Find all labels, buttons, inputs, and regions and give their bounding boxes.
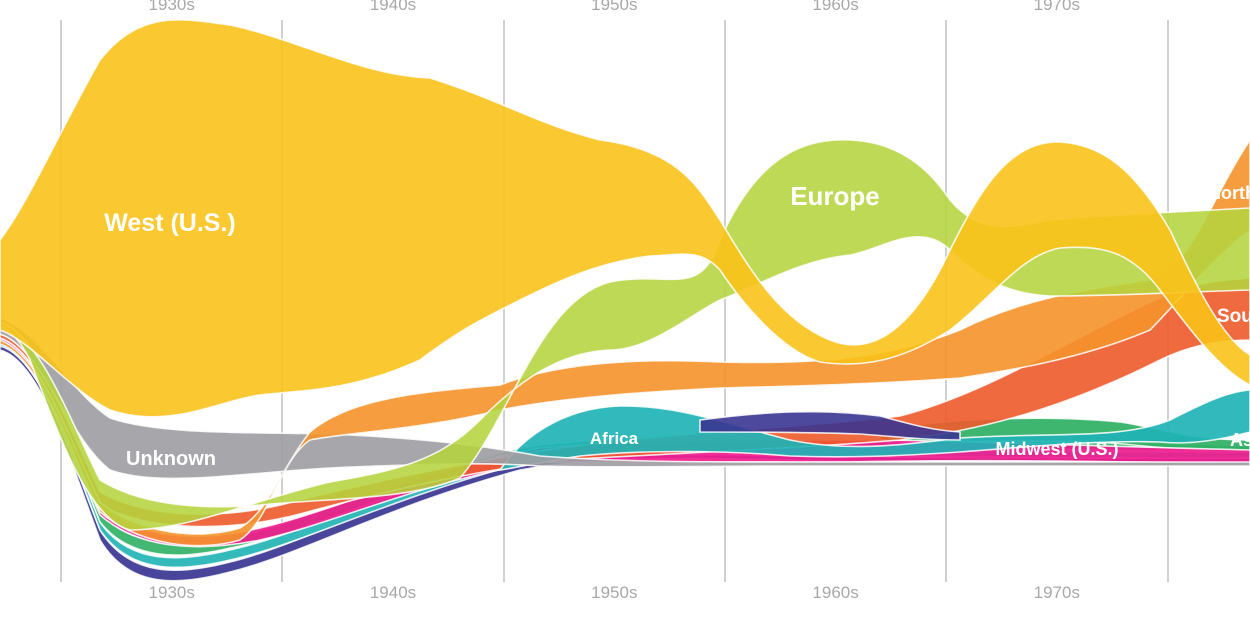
tick-top-label: 1950s bbox=[591, 0, 637, 14]
label-north: North bbox=[1208, 183, 1250, 203]
tick-bottom-label: 1950s bbox=[591, 583, 637, 602]
label-south: South bbox=[1217, 306, 1250, 327]
tick-bottom-label: 1970s bbox=[1034, 583, 1080, 602]
tick-bottom-label: 1940s bbox=[370, 583, 416, 602]
stream-labels: West (U.S.) Europe Unknown Africa Midwes… bbox=[104, 181, 1250, 470]
label-asia: Asia bbox=[1230, 430, 1250, 450]
label-west: West (U.S.) bbox=[104, 209, 236, 237]
label-europe: Europe bbox=[790, 181, 880, 211]
top-axis-ticks: 1930s 1940s 1950s 1960s 1970s bbox=[149, 0, 1080, 14]
tick-top-label: 1970s bbox=[1034, 0, 1080, 14]
stream-navy-mid[interactable] bbox=[699, 410, 961, 441]
streams bbox=[0, 19, 1250, 582]
stream-west[interactable] bbox=[0, 19, 1250, 418]
bottom-axis-ticks: 1930s 1940s 1950s 1960s 1970s bbox=[149, 583, 1080, 602]
tick-top-label: 1930s bbox=[149, 0, 195, 14]
tick-top-label: 1960s bbox=[812, 0, 858, 14]
stream-europe[interactable] bbox=[0, 139, 1250, 531]
tick-bottom-label: 1960s bbox=[812, 583, 858, 602]
tick-bottom-label: 1930s bbox=[149, 583, 195, 602]
label-unknown: Unknown bbox=[126, 448, 216, 470]
tick-top-label: 1940s bbox=[370, 0, 416, 14]
label-africa: Africa bbox=[590, 429, 639, 448]
label-midwest: Midwest (U.S.) bbox=[995, 439, 1118, 459]
stream-navy[interactable] bbox=[0, 344, 1250, 582]
